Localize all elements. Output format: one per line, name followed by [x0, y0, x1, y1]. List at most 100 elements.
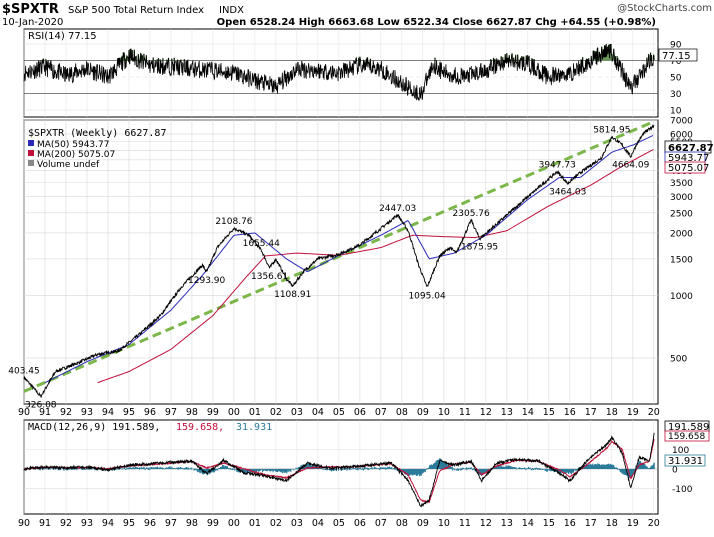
x-tick-label: 17: [585, 407, 597, 418]
x-tick-label: 91: [39, 407, 51, 418]
price-annotation: 1095.04: [408, 291, 445, 301]
x-tick-label: 19: [627, 407, 639, 418]
macd-label-hist: 31.931: [236, 422, 272, 433]
price-axis-label: 3500: [670, 179, 693, 189]
price-title: $SPXTR (Weekly) 6627.87: [28, 128, 166, 139]
rsi-layer: [23, 43, 655, 101]
x-tick-label: 98: [186, 407, 198, 418]
x-tick-label: 04: [312, 407, 324, 418]
x-tick-label: 96: [144, 407, 156, 418]
macd-line: [23, 432, 655, 508]
x-tick-label: 05: [333, 407, 345, 418]
x-tick-label: 02: [270, 518, 282, 529]
ohlc-readout: Open 6528.24 High 6663.68 Low 6522.34 Cl…: [217, 17, 656, 28]
x-tick-label: 94: [102, 407, 114, 418]
close-badge: 6627.87: [664, 140, 714, 154]
price-annotation: 403.45: [8, 366, 40, 376]
exchange-label: INDX: [219, 5, 244, 16]
ma200-badge: 5075.07: [664, 161, 709, 174]
macd-label-main: MACD(12,26,9) 191.589,: [28, 422, 160, 433]
ma200-line: [97, 149, 654, 384]
x-tick-label: 16: [564, 407, 576, 418]
legend-entry: Volume undef: [37, 160, 100, 170]
price-annotation: 1655.44: [243, 239, 280, 249]
x-tick-label: 18: [606, 407, 618, 418]
macd-axis-label: 0: [672, 465, 678, 475]
rsi-grid: 90 70 50 30 10: [23, 29, 682, 117]
x-tick-label: 10: [438, 518, 450, 529]
price-axis-label: 1500: [670, 255, 693, 265]
x-tick-label: 07: [375, 407, 387, 418]
macd-axis-label: 100: [672, 446, 689, 456]
date-label: 10-Jan-2020: [2, 17, 63, 28]
price-axis-label: 6000: [670, 130, 693, 140]
x-tick-label: 20: [648, 518, 660, 529]
x-tick-label: 20: [648, 407, 660, 418]
x-tick-label: 15: [543, 407, 555, 418]
x-tick-label: 05: [333, 518, 345, 529]
price-annotation: 2447.03: [379, 204, 416, 214]
x-tick-label: 06: [354, 518, 366, 529]
x-tick-label: 13: [501, 518, 513, 529]
price-axis-label: 7000: [670, 117, 693, 127]
x-tick-label: 90: [18, 518, 30, 529]
signal-badge: 159.658: [664, 430, 710, 442]
symbol-title: $SPXTR: [2, 2, 59, 17]
x-tick-label: 99: [207, 518, 219, 529]
x-tick-label: 10: [438, 407, 450, 418]
legend-swatch: [28, 140, 34, 146]
x-tick-label: 09: [417, 518, 429, 529]
x-tick-label: 99: [207, 407, 219, 418]
x-tick-label: 01: [249, 518, 261, 529]
price-annotation: 2108.76: [215, 217, 252, 227]
x-tick-label: 93: [81, 407, 93, 418]
x-tick-label: 97: [165, 407, 177, 418]
x-tick-label: 15: [543, 518, 555, 529]
x-tick-label: 04: [312, 518, 324, 529]
trendline: [23, 119, 656, 393]
rsi-label: RSI(14) 77.15: [28, 31, 97, 42]
rsi-axis-label: 30: [670, 90, 682, 100]
x-tick-label: 08: [396, 518, 408, 529]
macd-label-signal: 159.658,: [176, 422, 224, 433]
x-tick-label: 98: [186, 518, 198, 529]
x-tick-label: 08: [396, 407, 408, 418]
svg-text:5075.07: 5075.07: [668, 163, 709, 174]
x-tick-label: 12: [480, 407, 492, 418]
x-tick-label: 97: [165, 518, 177, 529]
x-tick-label: 95: [123, 407, 135, 418]
x-tick-label: 00: [228, 407, 240, 418]
svg-text:191.589: 191.589: [668, 422, 709, 433]
svg-text:159.658: 159.658: [668, 432, 705, 442]
x-tick-label: 90: [18, 407, 30, 418]
legend-entry: MA(200) 5075.07: [37, 150, 115, 160]
price-annotation: 3947.73: [539, 161, 576, 171]
price-annotation: 1356.61: [251, 272, 288, 282]
svg-text:77.15: 77.15: [662, 51, 691, 62]
macd-layer: [23, 432, 655, 508]
x-tick-label: 00: [228, 518, 240, 529]
price-annotation: 1875.95: [461, 243, 498, 253]
x-tick-label: 93: [81, 518, 93, 529]
price-annotation: 1108.91: [274, 290, 311, 300]
x-tick-label: 14: [522, 518, 534, 529]
x-tick-label: 13: [501, 407, 513, 418]
legend-swatch: [28, 150, 34, 156]
x-tick-label: 17: [585, 518, 597, 529]
watermark: @StockCharts.com: [617, 3, 712, 14]
legend-entry: MA(50) 5943.77: [37, 140, 109, 150]
x-tick-label: 96: [144, 518, 156, 529]
rsi-line: [23, 43, 655, 101]
x-tick-label: 03: [291, 518, 303, 529]
x-tick-label: 14: [522, 407, 534, 418]
x-tick-label: 95: [123, 518, 135, 529]
x-tick-label: 12: [480, 518, 492, 529]
x-tick-label: 92: [60, 518, 72, 529]
price-annotation: 5814.95: [593, 126, 630, 136]
price-line: [23, 124, 655, 398]
price-axis-label: 2000: [670, 229, 693, 239]
x-tick-label: 03: [291, 407, 303, 418]
x-tick-label: 11: [459, 518, 471, 529]
